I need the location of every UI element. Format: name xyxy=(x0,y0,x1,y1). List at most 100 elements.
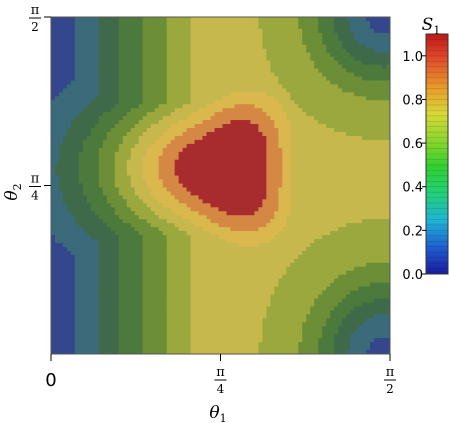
contour-cell xyxy=(62,195,68,200)
contour-cell xyxy=(74,227,80,232)
contour-cell xyxy=(366,143,371,149)
contour-cell xyxy=(338,48,343,54)
contour-cell xyxy=(290,44,295,50)
contour-cell xyxy=(238,20,244,26)
contour-cell xyxy=(74,92,80,97)
contour-cell xyxy=(126,76,132,82)
contour-cell xyxy=(162,183,168,189)
contour-cell xyxy=(342,223,347,228)
contour-cell xyxy=(278,120,283,125)
contour-cell xyxy=(166,131,172,137)
contour-cell xyxy=(54,239,60,244)
contour-cell xyxy=(210,92,216,97)
contour-cell xyxy=(278,187,283,193)
contour-cell xyxy=(354,235,359,240)
contour-cell xyxy=(82,223,88,228)
contour-cell xyxy=(262,187,267,193)
contour-cell xyxy=(210,76,216,82)
contour-cell xyxy=(214,191,220,197)
contour-cell xyxy=(154,64,160,70)
contour-cell xyxy=(122,124,128,129)
contour-cell xyxy=(286,20,291,26)
contour-cell xyxy=(362,183,367,189)
contour-cell xyxy=(366,108,371,113)
contour-cell xyxy=(186,24,192,30)
contour-cell xyxy=(51,104,56,109)
contour-cell xyxy=(182,80,188,85)
contour-cell xyxy=(362,159,367,165)
contour-cell xyxy=(274,183,279,189)
contour-cell xyxy=(370,17,375,22)
contour-cell xyxy=(170,203,176,208)
contour-cell xyxy=(182,24,188,30)
contour-cell xyxy=(210,242,216,248)
contour-cell xyxy=(162,195,168,200)
contour-cell xyxy=(350,84,355,89)
contour-cell xyxy=(90,135,96,141)
contour-cell xyxy=(270,128,275,133)
contour-cell xyxy=(82,235,88,240)
contour-cell xyxy=(226,32,232,38)
contour-cell xyxy=(330,60,335,66)
contour-cell xyxy=(290,128,295,133)
contour-cell xyxy=(174,235,180,240)
contour-cell xyxy=(62,56,68,62)
contour-cell xyxy=(158,242,164,248)
contour-cell xyxy=(202,155,208,161)
contour-cell xyxy=(174,211,180,216)
contour-cell xyxy=(354,64,359,70)
contour-cell xyxy=(174,175,180,181)
contour-cell xyxy=(274,32,279,38)
contour-cell xyxy=(298,92,303,97)
contour-cell xyxy=(62,159,68,165)
contour-cell xyxy=(54,76,60,82)
contour-cell xyxy=(238,96,244,101)
contour-cell xyxy=(206,147,212,153)
contour-cell xyxy=(54,120,60,125)
contour-cell xyxy=(234,223,240,228)
contour-cell xyxy=(314,215,319,220)
contour-cell xyxy=(194,100,200,105)
contour-cell xyxy=(162,40,168,46)
contour-cell xyxy=(234,207,240,212)
contour-cell xyxy=(378,116,383,121)
contour-cell xyxy=(182,92,188,97)
contour-cell xyxy=(138,131,144,137)
contour-cell xyxy=(246,143,252,149)
contour-cell xyxy=(218,187,224,193)
contour-cell xyxy=(158,100,164,105)
contour-cell xyxy=(58,36,64,42)
contour-cell xyxy=(74,88,80,93)
contour-cell xyxy=(314,143,319,149)
contour-cell xyxy=(262,195,267,200)
contour-cell xyxy=(202,104,208,109)
contour-cell xyxy=(206,215,212,220)
contour-cell xyxy=(138,167,144,173)
contour-cell xyxy=(138,239,144,244)
contour-cell xyxy=(66,112,72,117)
contour-cell xyxy=(110,199,116,204)
contour-cell xyxy=(51,76,56,82)
contour-cell xyxy=(310,124,315,129)
contour-cell xyxy=(51,28,56,34)
contour-cell xyxy=(194,131,200,137)
contour-cell xyxy=(234,143,240,149)
contour-cell xyxy=(386,191,390,197)
contour-cell xyxy=(326,17,331,22)
contour-cell xyxy=(158,20,164,26)
contour-cell xyxy=(342,151,347,157)
contour-cell xyxy=(382,20,387,26)
contour-cell xyxy=(194,231,200,236)
contour-cell xyxy=(282,40,287,46)
contour-cell xyxy=(386,151,390,157)
contour-cell xyxy=(174,155,180,161)
contour-cell xyxy=(266,151,271,157)
contour-cell xyxy=(374,171,379,177)
contour-cell xyxy=(102,128,108,133)
contour-cell xyxy=(166,191,172,197)
contour-cell xyxy=(174,56,180,62)
contour-cell xyxy=(102,246,108,252)
contour-cell xyxy=(130,187,136,193)
contour-cell xyxy=(126,131,132,137)
contour-cell xyxy=(274,36,279,42)
